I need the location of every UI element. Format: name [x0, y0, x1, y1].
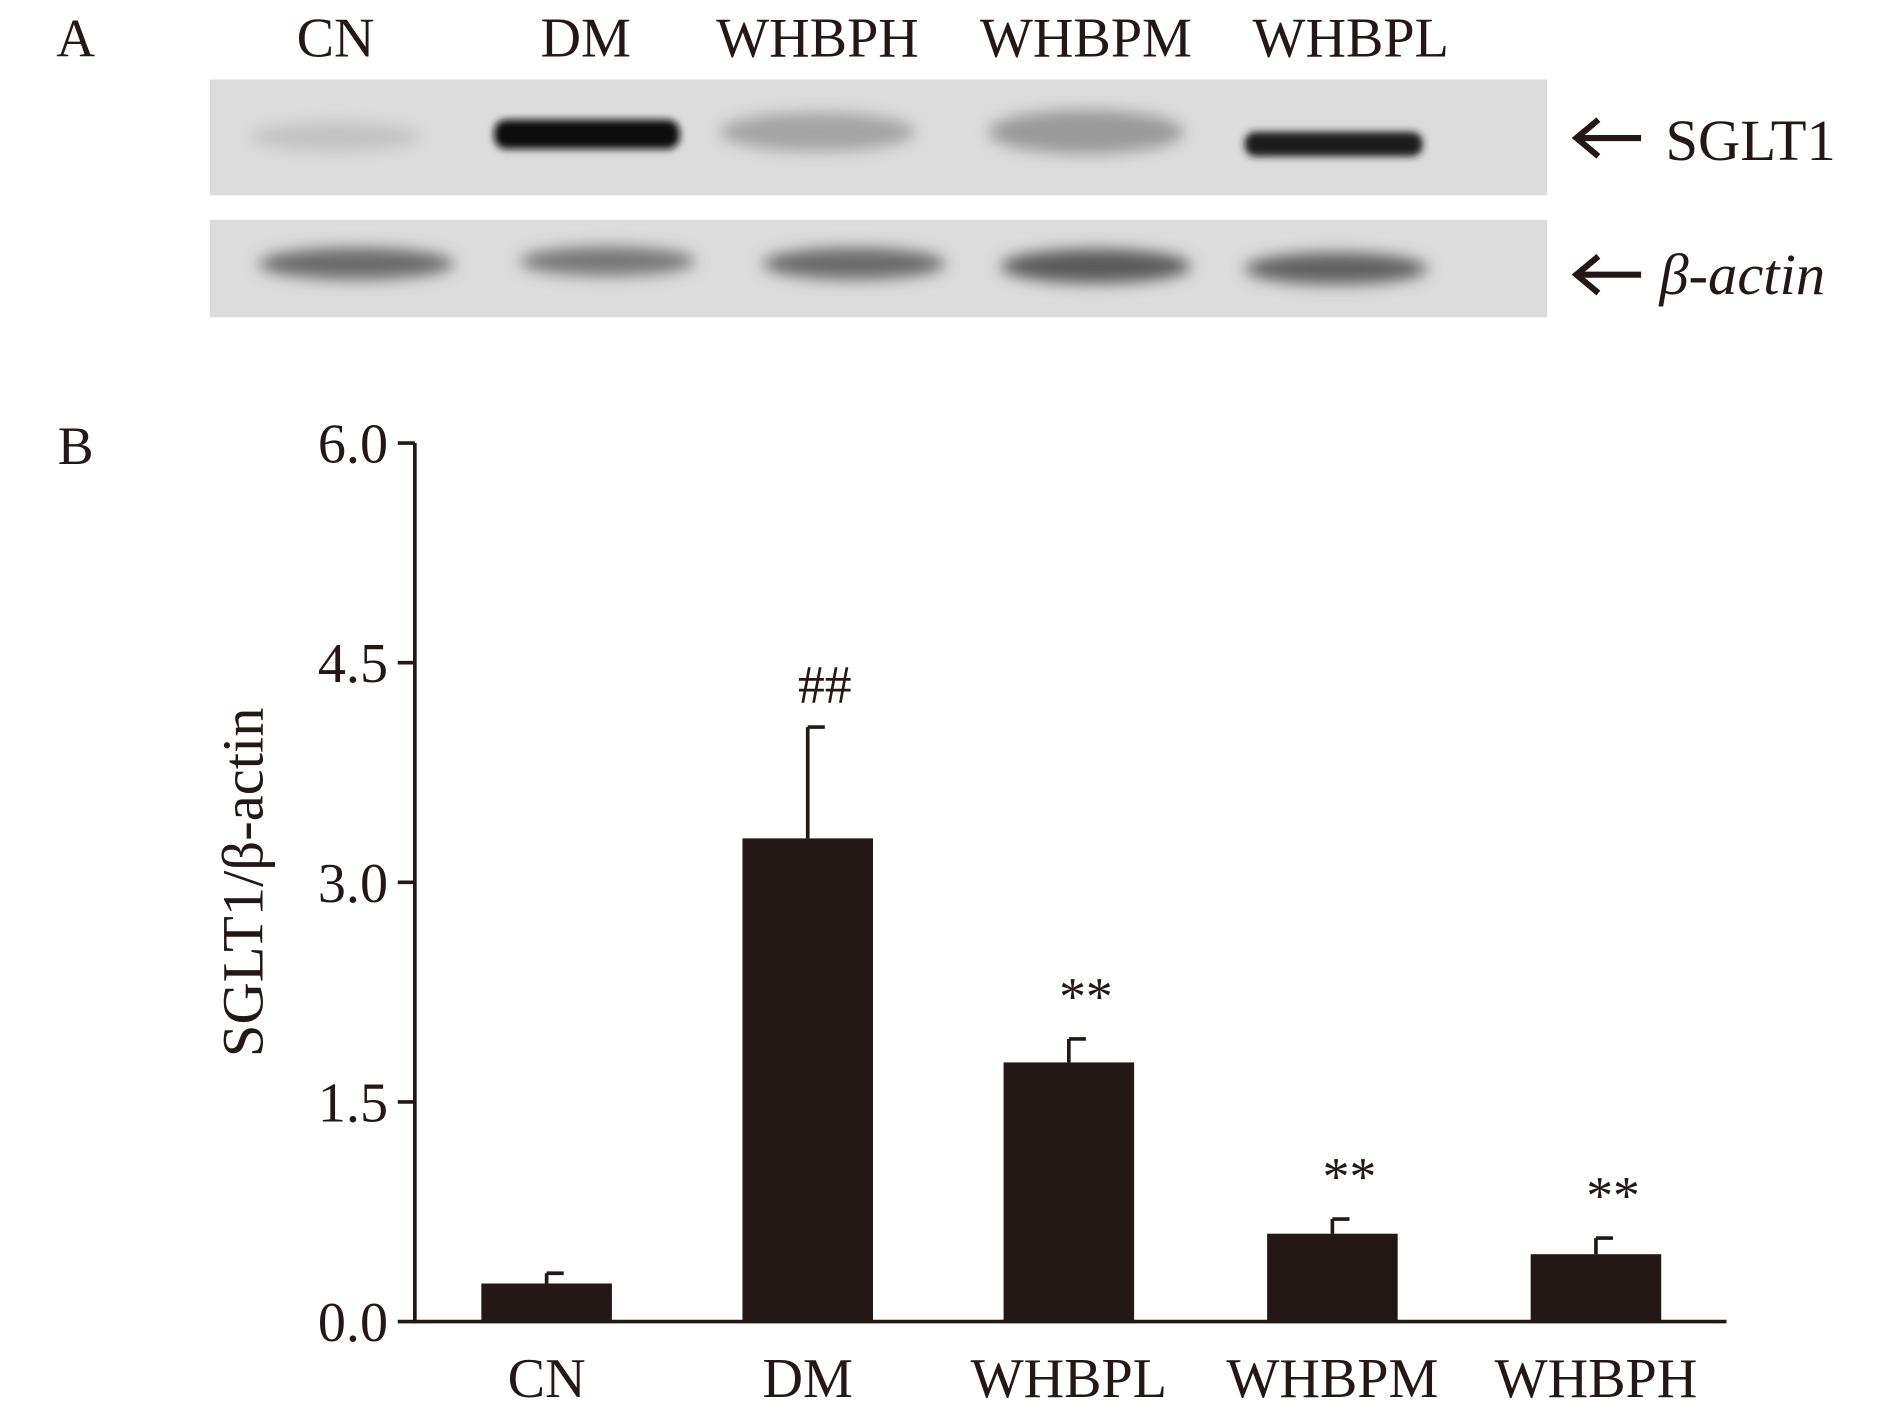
blot-sglt1	[209, 79, 1548, 196]
significance-label: **	[1059, 967, 1113, 1027]
bar	[1267, 1233, 1398, 1322]
lane-label: WHBPL	[1253, 7, 1449, 69]
panel-label: A	[56, 8, 95, 68]
error-bar	[1067, 1037, 1086, 1063]
x-tick-label: CN	[508, 1348, 586, 1401]
x-tick-label: WHBPM	[1226, 1348, 1438, 1401]
y-tick-label: 4.5	[318, 633, 388, 695]
y-tick-label: 3.0	[318, 853, 388, 915]
bar	[1530, 1254, 1662, 1322]
x-tick-label: WHBPH	[1495, 1348, 1698, 1401]
y-axis-label: SGLT1/β-actin	[210, 708, 275, 1058]
y-tick-label: 6.0	[318, 414, 388, 476]
lane-label: CN	[297, 7, 375, 69]
lane-label: WHBPM	[980, 7, 1192, 69]
lane-label: DM	[540, 7, 630, 69]
x-tick-label: DM	[763, 1348, 853, 1401]
error-bar	[1330, 1217, 1350, 1234]
error-bar	[805, 725, 825, 839]
bar	[742, 838, 874, 1322]
bar	[1003, 1062, 1135, 1322]
x-tick-label: WHBPL	[971, 1348, 1167, 1401]
y-tick-label: 1.5	[318, 1072, 388, 1134]
y-tick-label: 0.0	[318, 1292, 388, 1354]
lane-label: WHBPH	[716, 7, 919, 69]
error-bar	[1594, 1236, 1614, 1255]
panel-label: B	[58, 416, 94, 476]
bar	[481, 1283, 612, 1322]
band-label: β-actin	[1658, 242, 1825, 307]
significance-label: ##	[798, 655, 852, 715]
significance-label: **	[1586, 1166, 1640, 1226]
significance-label: **	[1323, 1147, 1377, 1207]
arrow	[1571, 117, 1642, 296]
band-label: SGLT1	[1665, 108, 1835, 173]
blot-actin	[209, 219, 1548, 318]
error-bar	[544, 1271, 564, 1284]
